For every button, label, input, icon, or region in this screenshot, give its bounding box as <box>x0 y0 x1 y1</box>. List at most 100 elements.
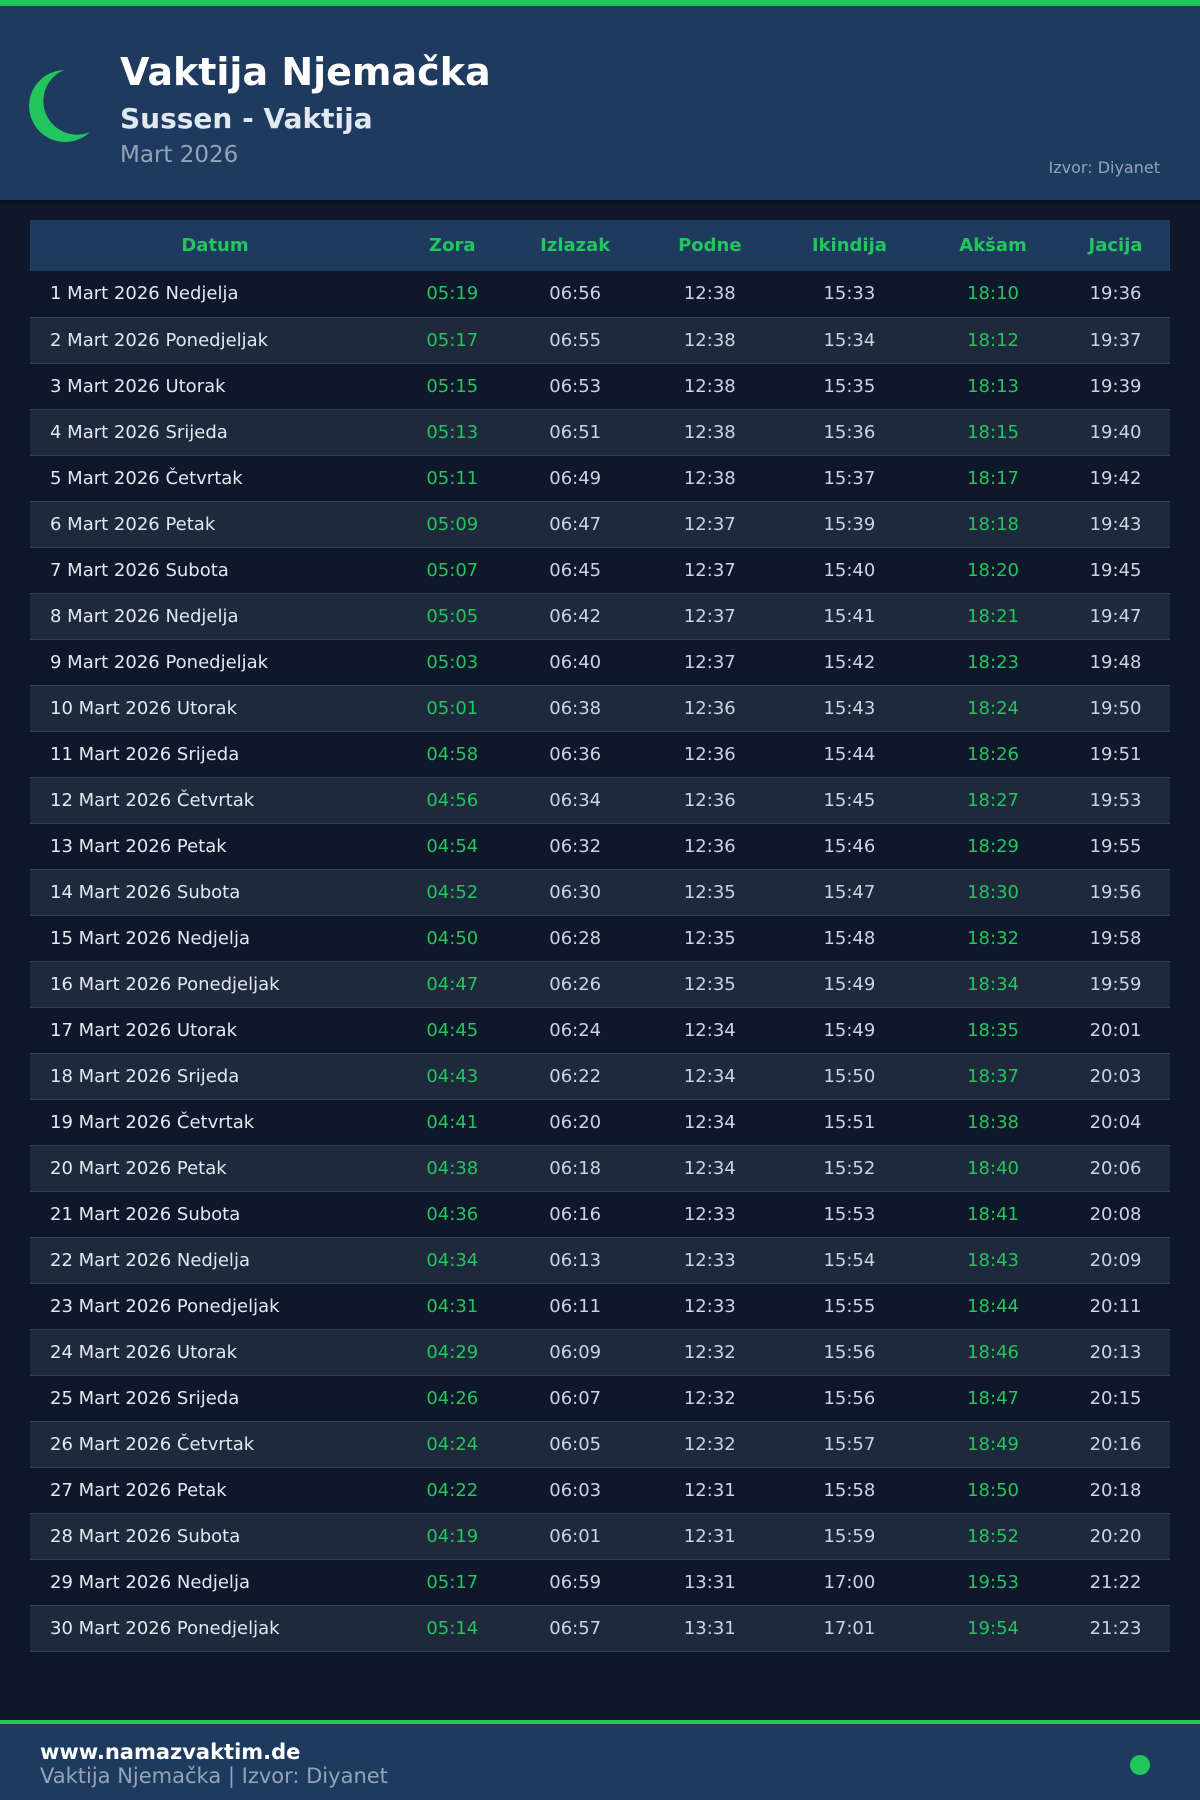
cell-ikindija: 15:37 <box>823 467 876 489</box>
table-row: 24 Mart 2026 Utorak 04:29 06:09 12:32 15:56 1… <box>30 1329 1170 1375</box>
cell-jacija: 20:09 <box>1089 1249 1142 1271</box>
cell-ikindija: 15:34 <box>823 329 876 351</box>
cell-aksam: 18:12 <box>967 329 1019 351</box>
cell-aksam: 18:24 <box>967 697 1019 719</box>
table-row: 10 Mart 2026 Utorak 05:01 06:38 12:36 15:43 1… <box>30 685 1170 731</box>
cell-podne: 12:38 <box>683 329 736 351</box>
cell-podne: 12:37 <box>683 651 736 673</box>
cell-date: 15 Mart 2026 Nedjelja <box>50 927 250 949</box>
cell-jacija: 19:50 <box>1089 697 1142 719</box>
table-row: 25 Mart 2026 Srijeda 04:26 06:07 12:32 15:56… <box>30 1375 1170 1421</box>
cell-jacija: 19:36 <box>1089 283 1142 305</box>
cell-zora: 05:11 <box>426 467 479 489</box>
cell-jacija: 19:56 <box>1089 881 1142 903</box>
page-subtitle: Sussen - Vaktija <box>120 102 373 135</box>
footer-accent-line <box>0 1720 1200 1724</box>
cell-ikindija: 17:01 <box>823 1617 876 1639</box>
cell-zora: 05:09 <box>426 513 479 535</box>
cell-zora: 05:05 <box>426 605 479 627</box>
cell-aksam: 18:17 <box>967 467 1019 489</box>
table-row: 15 Mart 2026 Nedjelja 04:50 06:28 12:35 15:4… <box>30 915 1170 961</box>
table-row: 19 Mart 2026 Četvrtak 04:41 06:20 12:34 15:5… <box>30 1099 1170 1145</box>
cell-podne: 12:33 <box>683 1249 736 1271</box>
table-row: 7 Mart 2026 Subota 05:07 06:45 12:37 15:40 18… <box>30 547 1170 593</box>
table-row: 8 Mart 2026 Nedjelja 05:05 06:42 12:37 15:41… <box>30 593 1170 639</box>
cell-date: 16 Mart 2026 Ponedjeljak <box>50 973 280 995</box>
cell-izlazak: 06:34 <box>549 789 602 811</box>
cell-zora: 05:07 <box>426 559 479 581</box>
col-jacija: Jacija <box>1088 235 1143 256</box>
table-row: 13 Mart 2026 Petak 04:54 06:32 12:36 15:46 18… <box>30 823 1170 869</box>
cell-izlazak: 06:55 <box>549 329 602 351</box>
cell-date: 27 Mart 2026 Petak <box>50 1479 227 1501</box>
cell-date: 19 Mart 2026 Četvrtak <box>50 1111 255 1133</box>
cell-podne: 12:32 <box>683 1433 736 1455</box>
cell-zora: 05:03 <box>426 651 479 673</box>
cell-jacija: 20:04 <box>1089 1111 1142 1133</box>
cell-podne: 12:36 <box>683 835 736 857</box>
cell-ikindija: 15:41 <box>823 605 876 627</box>
table-row: 23 Mart 2026 Ponedjeljak 04:31 06:11 12:33 1… <box>30 1283 1170 1329</box>
cell-date: 30 Mart 2026 Ponedjeljak <box>50 1617 280 1639</box>
cell-aksam: 18:46 <box>967 1341 1019 1363</box>
cell-izlazak: 06:47 <box>549 513 602 535</box>
cell-ikindija: 15:49 <box>823 1019 876 1041</box>
cell-aksam: 18:34 <box>967 973 1019 995</box>
col-ikindija: Ikindija <box>811 235 887 256</box>
cell-izlazak: 06:01 <box>549 1525 602 1547</box>
page-footer: www.namazvaktim.de Vaktija Njemačka | Iz… <box>0 1724 1200 1800</box>
cell-zora: 04:34 <box>426 1249 479 1271</box>
cell-date: 8 Mart 2026 Nedjelja <box>50 605 239 627</box>
cell-jacija: 20:16 <box>1089 1433 1142 1455</box>
table-header-row: Datum Zora Izlazak Podne Ikindija Akšam … <box>30 220 1170 271</box>
cell-podne: 12:32 <box>683 1387 736 1409</box>
cell-podne: 12:38 <box>683 283 736 305</box>
cell-jacija: 19:48 <box>1089 651 1142 673</box>
cell-zora: 04:29 <box>426 1341 479 1363</box>
cell-aksam: 18:10 <box>967 283 1019 305</box>
cell-aksam: 18:32 <box>967 927 1019 949</box>
cell-izlazak: 06:03 <box>549 1479 602 1501</box>
cell-podne: 12:36 <box>683 697 736 719</box>
cell-date: 24 Mart 2026 Utorak <box>50 1341 237 1363</box>
cell-aksam: 18:18 <box>967 513 1019 535</box>
cell-jacija: 21:22 <box>1089 1571 1142 1593</box>
cell-izlazak: 06:18 <box>549 1157 602 1179</box>
cell-zora: 04:45 <box>426 1019 479 1041</box>
table-row: 18 Mart 2026 Srijeda 04:43 06:22 12:34 15:50… <box>30 1053 1170 1099</box>
page-title: Vaktija Njemačka <box>120 50 491 94</box>
cell-aksam: 18:52 <box>967 1525 1019 1547</box>
cell-ikindija: 17:00 <box>823 1571 876 1593</box>
cell-aksam: 18:40 <box>967 1157 1019 1179</box>
cell-ikindija: 15:44 <box>823 743 876 765</box>
cell-podne: 12:34 <box>683 1019 736 1041</box>
cell-date: 29 Mart 2026 Nedjelja <box>50 1571 250 1593</box>
cell-date: 1 Mart 2026 Nedjelja <box>50 283 239 305</box>
cell-date: 28 Mart 2026 Subota <box>50 1525 241 1547</box>
cell-podne: 12:34 <box>683 1157 736 1179</box>
cell-zora: 04:41 <box>426 1111 479 1133</box>
cell-ikindija: 15:36 <box>823 421 876 443</box>
cell-jacija: 19:59 <box>1089 973 1142 995</box>
cell-izlazak: 06:30 <box>549 881 602 903</box>
cell-zora: 05:15 <box>426 375 479 397</box>
cell-aksam: 18:35 <box>967 1019 1019 1041</box>
cell-podne: 12:34 <box>683 1065 736 1087</box>
cell-ikindija: 15:40 <box>823 559 876 581</box>
cell-zora: 04:58 <box>426 743 479 765</box>
cell-jacija: 19:43 <box>1089 513 1142 535</box>
table-row: 29 Mart 2026 Nedjelja 05:17 06:59 13:31 17:0… <box>30 1559 1170 1605</box>
table-row: 16 Mart 2026 Ponedjeljak 04:47 06:26 12:35 1… <box>30 961 1170 1007</box>
table-row: 21 Mart 2026 Subota 04:36 06:16 12:33 15:53 1… <box>30 1191 1170 1237</box>
cell-ikindija: 15:57 <box>823 1433 876 1455</box>
cell-date: 17 Mart 2026 Utorak <box>50 1019 237 1041</box>
cell-izlazak: 06:24 <box>549 1019 602 1041</box>
cell-aksam: 18:50 <box>967 1479 1019 1501</box>
cell-izlazak: 06:53 <box>549 375 602 397</box>
cell-aksam: 18:26 <box>967 743 1019 765</box>
cell-jacija: 20:08 <box>1089 1203 1142 1225</box>
cell-izlazak: 06:40 <box>549 651 602 673</box>
cell-date: 10 Mart 2026 Utorak <box>50 697 237 719</box>
cell-jacija: 19:45 <box>1089 559 1142 581</box>
cell-jacija: 19:47 <box>1089 605 1142 627</box>
